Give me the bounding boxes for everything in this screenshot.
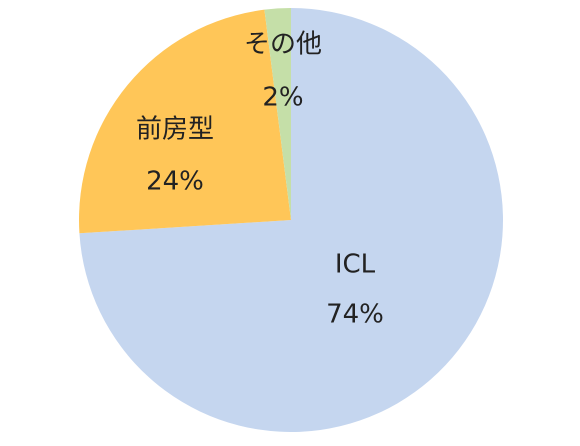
value-label: 24% xyxy=(146,167,204,197)
pie-slice xyxy=(264,8,291,220)
value-label: 2% xyxy=(262,83,303,113)
slice-label: ICL xyxy=(335,250,376,280)
value-label: 74% xyxy=(326,300,384,330)
slice-label: その他 xyxy=(244,30,322,60)
slice-label: 前房型 xyxy=(136,115,214,145)
pie-slice xyxy=(79,9,291,234)
pie-slice xyxy=(79,8,503,432)
